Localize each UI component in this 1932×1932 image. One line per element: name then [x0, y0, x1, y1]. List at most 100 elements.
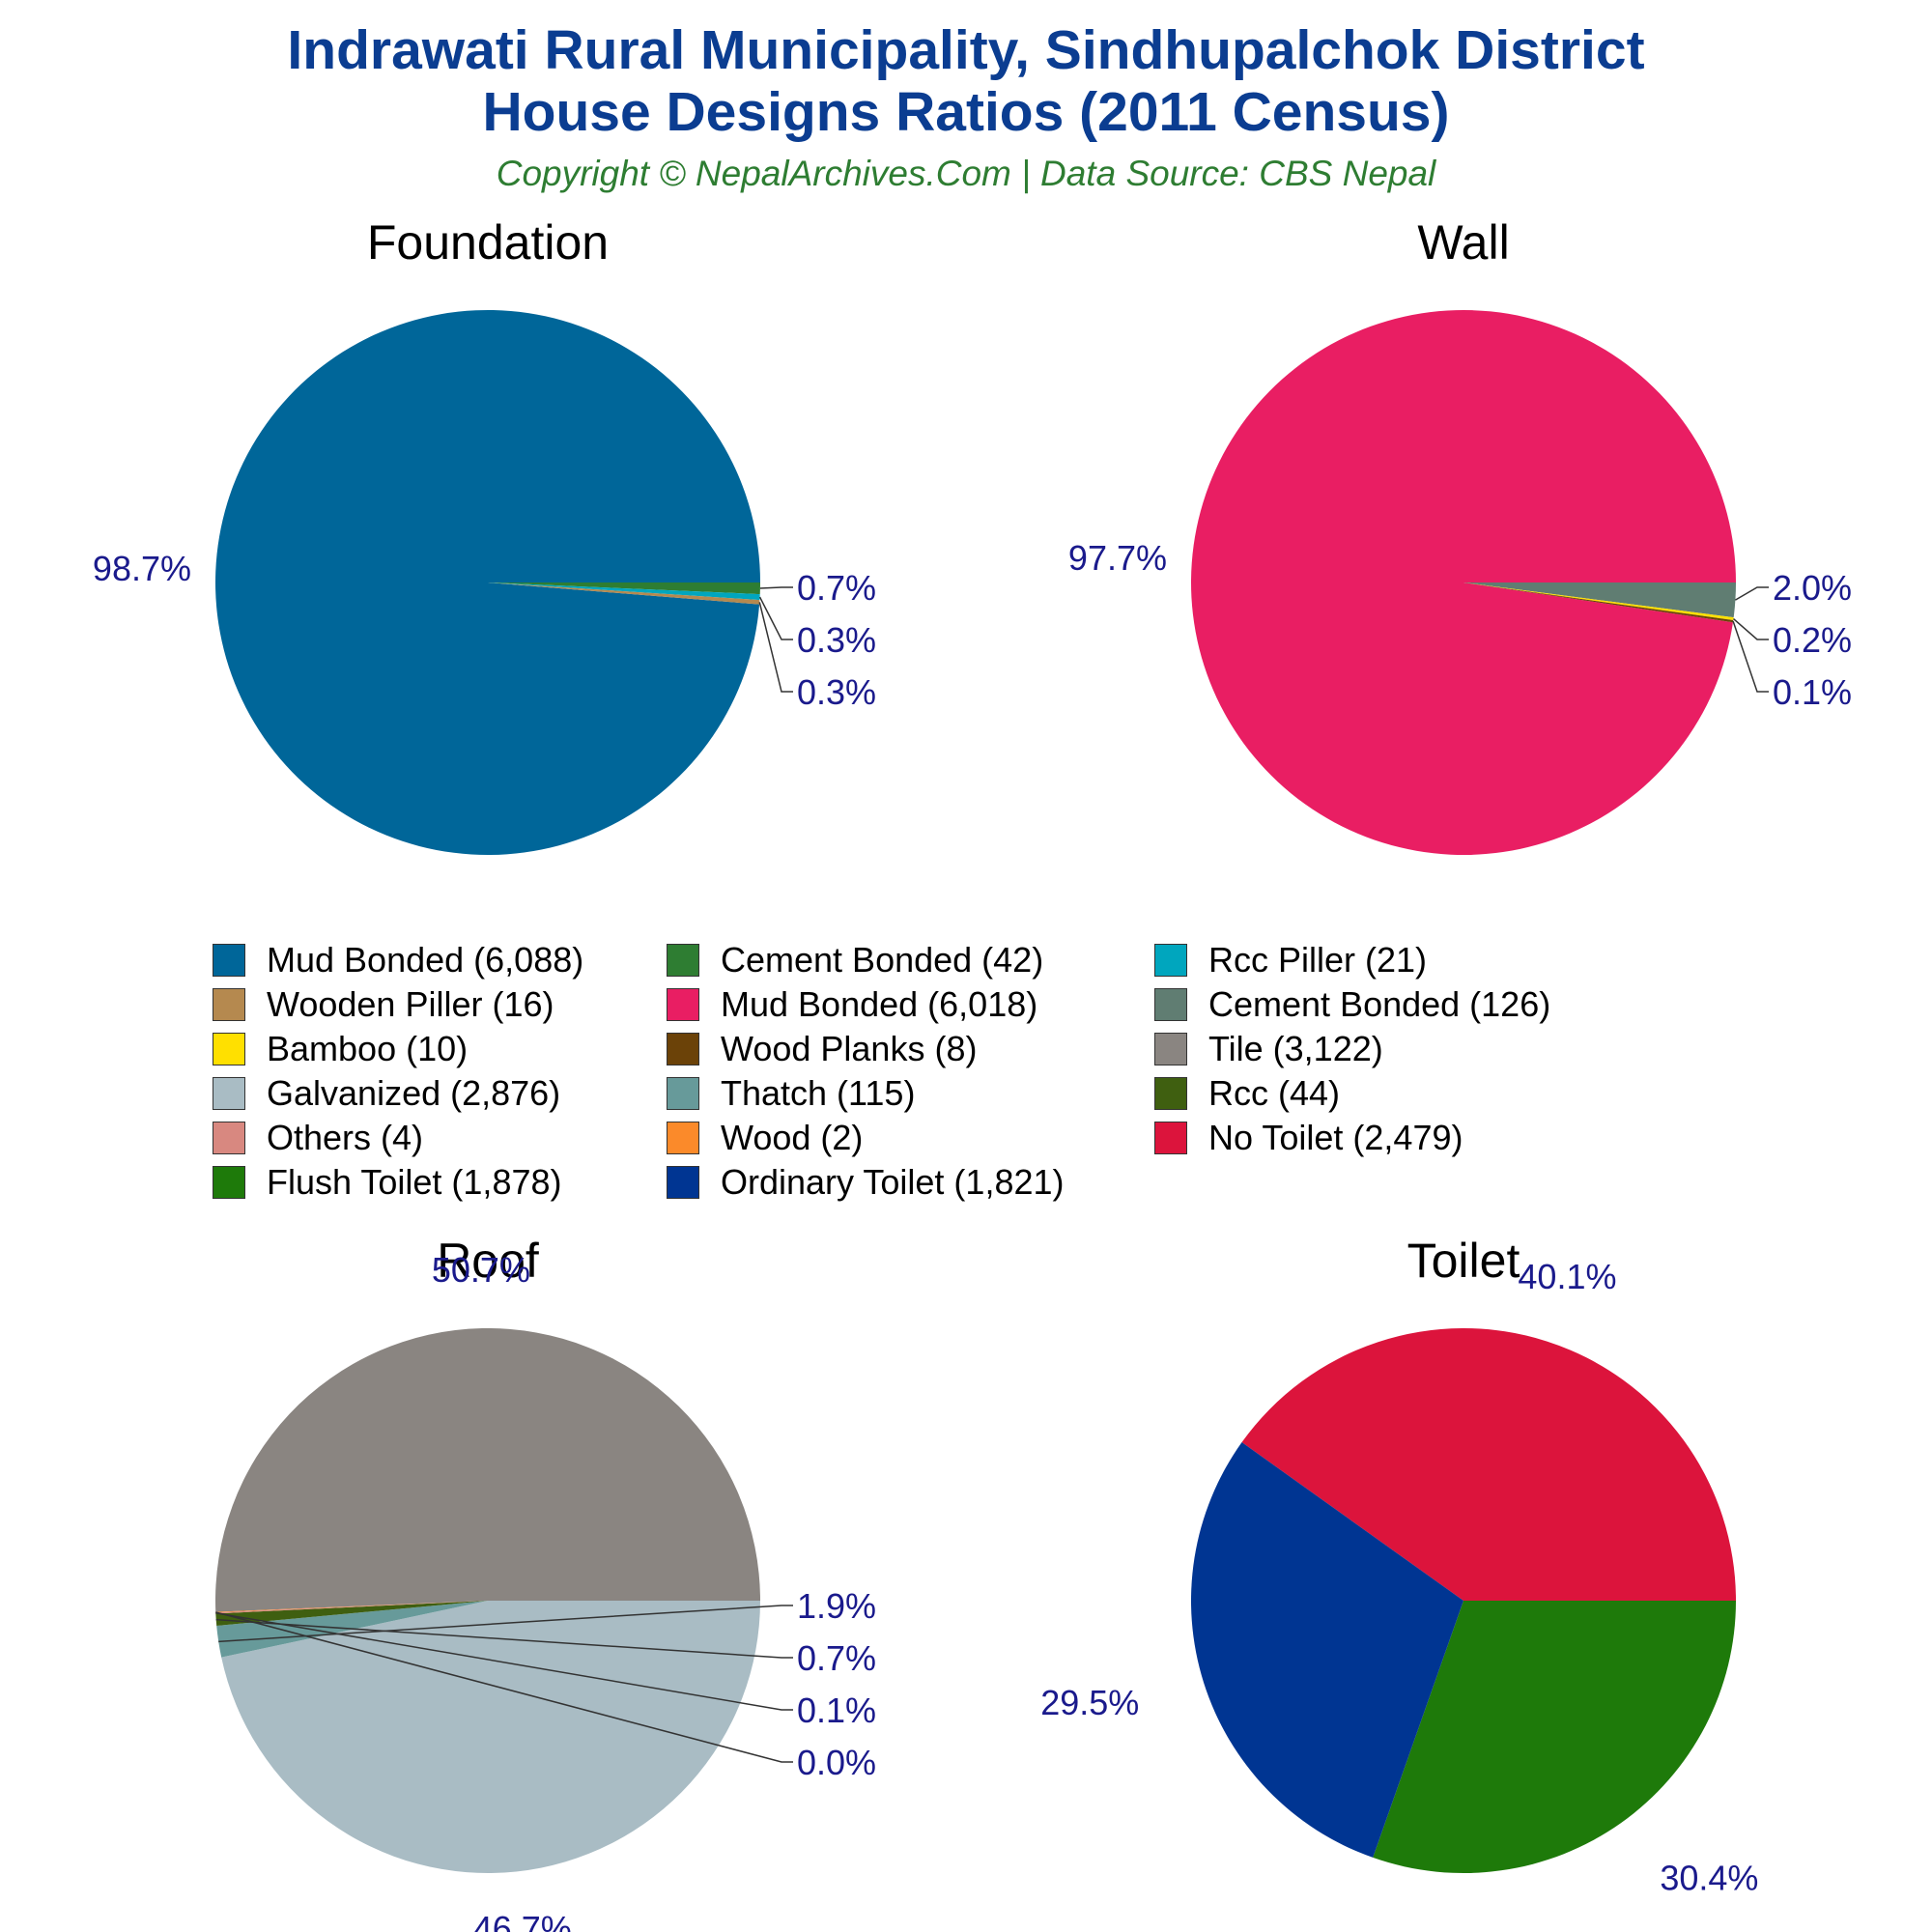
- pie-slice: [1191, 1442, 1463, 1858]
- legend-label: Wood Planks (8): [721, 1029, 978, 1068]
- pie-percent-label: 0.1%: [797, 1690, 876, 1730]
- pie-slice: [488, 582, 760, 605]
- legend-label: Cement Bonded (42): [721, 940, 1044, 980]
- legend-label: Wood (2): [721, 1118, 864, 1157]
- chart-title-line1: Indrawati Rural Municipality, Sindhupalc…: [287, 19, 1645, 81]
- legend-item: Galvanized (2,876): [213, 1072, 560, 1115]
- pie-percent-label: 0.3%: [797, 620, 876, 660]
- legend-item: Wood Planks (8): [667, 1028, 977, 1070]
- leader-line: [1732, 620, 1769, 693]
- legend-swatch: [667, 944, 699, 977]
- legend-swatch: [667, 1166, 699, 1199]
- legend-item: Tile (3,122): [1154, 1028, 1383, 1070]
- pie-slice: [214, 309, 761, 855]
- pie-percent-label: 0.7%: [797, 568, 876, 608]
- legend-item: No Toilet (2,479): [1154, 1117, 1463, 1159]
- legend-label: Cement Bonded (126): [1208, 984, 1551, 1024]
- legend-swatch: [667, 1033, 699, 1065]
- legend-label: Flush Toilet (1,878): [267, 1162, 562, 1202]
- pie-percent-label: 40.1%: [1518, 1257, 1616, 1296]
- legend-item: Cement Bonded (42): [667, 939, 1043, 981]
- leader-line: [218, 1605, 793, 1643]
- legend-swatch: [213, 988, 245, 1021]
- pie-percent-label: 0.2%: [1773, 620, 1852, 660]
- legend-item: Wooden Piller (16): [213, 983, 554, 1026]
- leader-line: [215, 1618, 793, 1659]
- legend-label: Mud Bonded (6,018): [721, 984, 1038, 1024]
- legend-swatch: [213, 1122, 245, 1154]
- legend-item: Bamboo (10): [213, 1028, 468, 1070]
- pie-percent-label: 29.5%: [1040, 1683, 1139, 1722]
- pie-title: Toilet: [1407, 1234, 1520, 1288]
- legend-swatch: [213, 944, 245, 977]
- legend-item: Cement Bonded (126): [1154, 983, 1550, 1026]
- pie-percent-label: 1.9%: [797, 1586, 876, 1626]
- legend-item: Rcc (44): [1154, 1072, 1340, 1115]
- pie-slice: [1241, 1327, 1736, 1601]
- legend-swatch: [213, 1077, 245, 1110]
- pie-percent-label: 0.7%: [797, 1638, 876, 1678]
- legend-swatch: [667, 1122, 699, 1154]
- legend-label: Bamboo (10): [267, 1029, 469, 1068]
- legend-swatch: [213, 1166, 245, 1199]
- leader-line: [1732, 617, 1769, 640]
- pie-slice: [1373, 1601, 1736, 1873]
- legend-label: Tile (3,122): [1208, 1029, 1383, 1068]
- pie-slice: [215, 1601, 489, 1614]
- chart-title-line2: House Designs Ratios (2011 Census): [482, 81, 1450, 143]
- legend-swatch: [1154, 944, 1187, 977]
- pie-percent-label: 2.0%: [1773, 568, 1852, 608]
- pie-slice: [1463, 582, 1734, 620]
- leader-line: [215, 1611, 793, 1763]
- pie-slice: [488, 582, 760, 595]
- legend-label: Others (4): [267, 1118, 424, 1157]
- pie-percent-label: 30.4%: [1660, 1858, 1758, 1897]
- legend-swatch: [213, 1033, 245, 1065]
- legend-item: Ordinary Toilet (1,821): [667, 1161, 1065, 1204]
- legend-swatch: [1154, 1077, 1187, 1110]
- leader-line: [1735, 586, 1769, 601]
- pie-percent-label: 46.7%: [473, 1909, 572, 1932]
- legend-item: Wood (2): [667, 1117, 863, 1159]
- pie-slice: [1463, 582, 1734, 623]
- legend-item: Thatch (115): [667, 1072, 915, 1115]
- legend-label: Ordinary Toilet (1,821): [721, 1162, 1065, 1202]
- pie-percent-label: 0.3%: [797, 672, 876, 712]
- leader-line: [758, 602, 793, 693]
- pie-slice: [215, 1601, 488, 1626]
- pie-percent-label: 97.7%: [1068, 538, 1167, 578]
- legend-swatch: [667, 988, 699, 1021]
- pie-percent-label: 50.7%: [432, 1250, 530, 1290]
- leader-line: [215, 1612, 793, 1711]
- legend-label: Wooden Piller (16): [267, 984, 554, 1024]
- legend-label: Rcc Piller (21): [1208, 940, 1428, 980]
- pie-slice: [221, 1601, 760, 1873]
- legend-label: Galvanized (2,876): [267, 1073, 561, 1113]
- legend-label: Thatch (115): [721, 1073, 916, 1113]
- legend-swatch: [1154, 1033, 1187, 1065]
- chart-header: Indrawati Rural Municipality, Sindhupalc…: [0, 19, 1932, 197]
- pie-title: Roof: [437, 1234, 539, 1288]
- legend-item: Mud Bonded (6,088): [213, 939, 583, 981]
- pie-title: Wall: [1417, 215, 1509, 270]
- pie-slice: [215, 1601, 488, 1613]
- legend-label: No Toilet (2,479): [1208, 1118, 1463, 1157]
- pie-percent-label: 98.7%: [93, 549, 191, 588]
- legend-item: Others (4): [213, 1117, 423, 1159]
- legend-label: Mud Bonded (6,088): [267, 940, 584, 980]
- legend-label: Rcc (44): [1208, 1073, 1341, 1113]
- legend-item: Flush Toilet (1,878): [213, 1161, 562, 1204]
- pie-title: Foundation: [367, 215, 609, 270]
- chart-subtitle: Copyright © NepalArchives.Com | Data Sou…: [496, 154, 1436, 193]
- legend-item: Mud Bonded (6,018): [667, 983, 1037, 1026]
- pie-slice: [1463, 582, 1736, 618]
- leader-line: [759, 586, 793, 589]
- pie-slice: [488, 582, 760, 601]
- legend-swatch: [1154, 1122, 1187, 1154]
- legend-item: Rcc Piller (21): [1154, 939, 1427, 981]
- legend-swatch: [667, 1077, 699, 1110]
- pie-percent-label: 0.1%: [1773, 672, 1852, 712]
- leader-line: [758, 596, 793, 640]
- pie-percent-label: 0.0%: [797, 1743, 876, 1782]
